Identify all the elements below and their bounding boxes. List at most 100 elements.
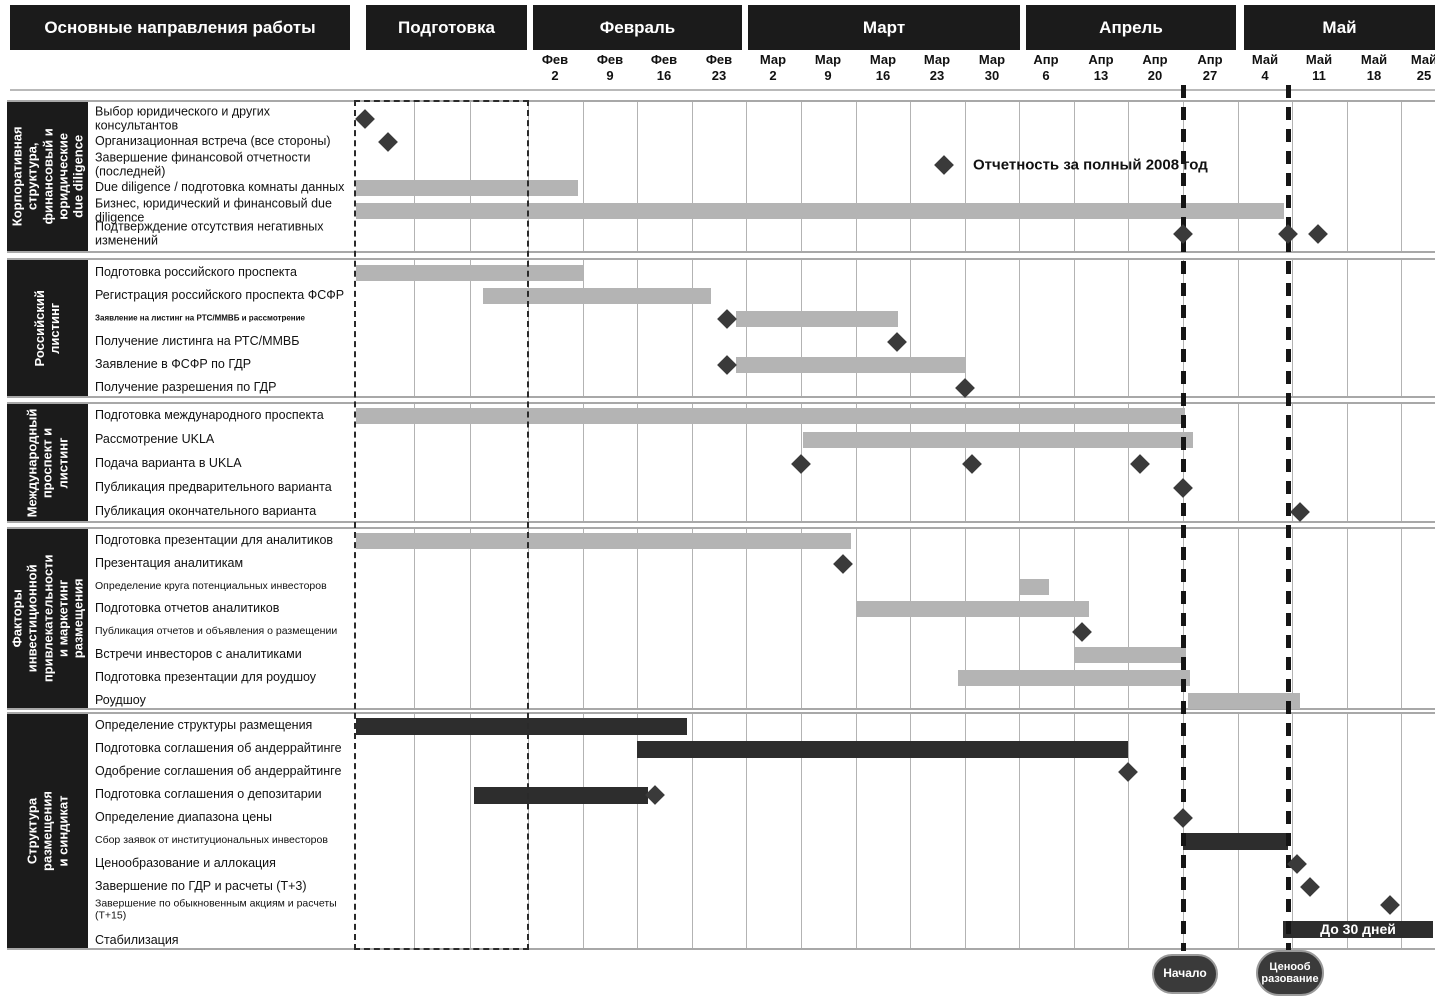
grid-line	[856, 529, 857, 708]
grid-line	[1128, 529, 1129, 708]
week-label-day: 30	[984, 68, 1000, 83]
group-label-box: Структура размещения и синдикат	[7, 714, 88, 948]
group-label: Структура размещения и синдикат	[24, 791, 71, 871]
week-label-month: Апр	[1197, 52, 1223, 67]
task-label: Презентация аналитикам	[95, 556, 244, 571]
grid-line	[1401, 260, 1402, 396]
month-header: Февраль	[533, 5, 742, 50]
milestone-diamond	[887, 332, 907, 352]
grid-line	[1128, 714, 1129, 948]
task-label: Организационная встреча (все стороны)	[95, 134, 331, 149]
week-label-month: Фев	[596, 52, 624, 67]
week-label-month: Фев	[650, 52, 678, 67]
task-label: Определение диапазона цены	[95, 810, 273, 825]
week-label: Фев 23	[692, 52, 746, 84]
grid-line	[470, 404, 471, 521]
milestone-diamond	[833, 554, 853, 574]
week-label-month: Май	[1305, 52, 1333, 67]
gantt-bar	[356, 265, 583, 281]
task-label: Подготовка презентации для аналитиков	[95, 533, 334, 548]
grid-line	[1347, 714, 1348, 948]
gantt-bar	[1188, 693, 1300, 709]
milestone-diamond	[1173, 478, 1193, 498]
gantt-bar	[1074, 647, 1186, 663]
grid-line	[637, 404, 638, 521]
grid-line	[1238, 714, 1239, 948]
task-label: Подача варианта в UKLA	[95, 456, 242, 471]
task-label: Подготовка соглашения об андеррайтинге	[95, 741, 342, 756]
week-label: Апр 27	[1183, 52, 1237, 84]
grid-line	[801, 529, 802, 708]
grid-line	[583, 529, 584, 708]
grid-line	[1128, 260, 1129, 396]
grid-line	[1401, 102, 1402, 251]
grid-line	[1128, 404, 1129, 521]
month-header: Апрель	[1026, 5, 1236, 50]
grid-line	[414, 404, 415, 521]
milestone-diamond	[1173, 808, 1193, 828]
grid-line	[1074, 260, 1075, 396]
week-label-day: 23	[929, 68, 945, 83]
task-label: Подготовка презентации для роудшоу	[95, 670, 317, 685]
gantt-bar	[958, 670, 1190, 686]
grid-line	[856, 102, 857, 251]
week-label: Апр 6	[1019, 52, 1073, 84]
grid-line	[1019, 404, 1020, 521]
week-label-day: 23	[711, 68, 727, 83]
grid-line	[801, 260, 802, 396]
week-label: Мар 23	[910, 52, 964, 84]
month-header: Май	[1244, 5, 1435, 50]
task-label: Публикация предварительного варианта	[95, 480, 332, 495]
milestone-diamond	[1380, 895, 1400, 915]
grid-line	[746, 260, 747, 396]
gantt-bar-dark	[356, 717, 687, 735]
task-label: Подготовка соглашения о депозитарии	[95, 787, 322, 802]
week-label: Апр 20	[1128, 52, 1182, 84]
grid-line	[1292, 714, 1293, 948]
grid-line	[583, 714, 584, 948]
start-oval: Начало	[1152, 954, 1218, 994]
week-label-day: 9	[824, 68, 832, 83]
task-label: Ценообразование и аллокация	[95, 856, 276, 871]
grid-line	[1019, 529, 1020, 708]
week-label-day: 27	[1202, 68, 1218, 83]
group-band: Структура размещения и синдикат Определен…	[7, 712, 1435, 950]
gantt-bar-dark	[637, 740, 1128, 758]
grid-line	[1238, 102, 1239, 251]
main-title: Основные направления работы	[10, 5, 350, 50]
grid-line	[910, 529, 911, 708]
week-label-day: 4	[1261, 68, 1269, 83]
group-band: Корпоративная структура, финансовый и юр…	[7, 100, 1435, 253]
grid-line	[637, 260, 638, 396]
week-label-month: Апр	[1033, 52, 1059, 67]
task-label: Выбор юридического и других консультанто…	[95, 104, 271, 132]
gantt-bar	[736, 357, 965, 373]
task-label: Встречи инвесторов с аналитиками	[95, 647, 302, 662]
grid-line	[692, 260, 693, 396]
grid-line	[1238, 529, 1239, 708]
group-label-box: Международный проспект и листинг	[7, 404, 88, 521]
week-label-day: 2	[769, 68, 777, 83]
grid-line	[583, 102, 584, 251]
week-label: Фев 9	[583, 52, 637, 84]
grid-line	[470, 102, 471, 251]
week-label-day: 16	[656, 68, 672, 83]
grid-line	[1074, 714, 1075, 948]
stabilization-duration-bar: До 30 дней	[1283, 920, 1433, 938]
week-label-day: 2	[551, 68, 559, 83]
pricing-oval-label-line2: разование	[1261, 973, 1319, 985]
grid-line	[856, 260, 857, 396]
task-label: Публикация окончательного варианта	[95, 504, 317, 519]
month-header: Март	[748, 5, 1020, 50]
grid-line	[637, 102, 638, 251]
grid-line	[1401, 714, 1402, 948]
task-label: Бизнес, юридический и финансовый due dil…	[95, 196, 332, 224]
group-label: Корпоративная структура, финансовый и юр…	[9, 126, 86, 227]
group-label-box: Российский листинг	[7, 260, 88, 396]
week-label: Фев 2	[528, 52, 582, 84]
start-oval-label: Начало	[1163, 966, 1207, 981]
week-label-month: Мар	[923, 52, 951, 67]
task-label: Определение круга потенциальных инвестор…	[95, 580, 327, 593]
task-label: Рассмотрение UKLA	[95, 432, 215, 447]
